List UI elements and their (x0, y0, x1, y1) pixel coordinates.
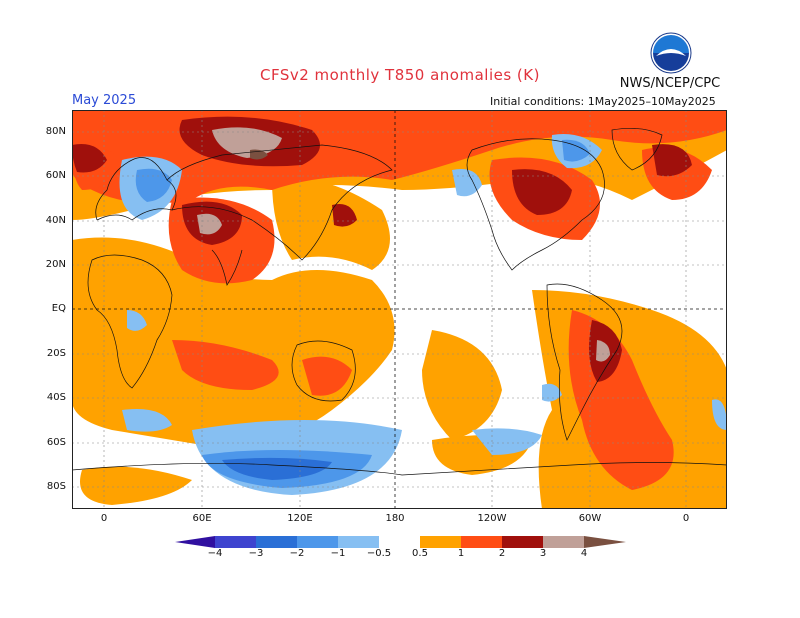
lat-label: 80N (45, 126, 66, 137)
colorbar-swatch (175, 536, 215, 548)
colorbar-swatch (584, 536, 626, 548)
colorbar-label: −3 (248, 548, 264, 559)
graticule (72, 110, 727, 509)
anomaly-band-neg2 (222, 457, 332, 480)
lon-label: 180 (385, 513, 405, 524)
colorbar-label: 1 (457, 548, 465, 559)
colorbar-label: 2 (498, 548, 506, 559)
lon-label: 60E (192, 513, 212, 524)
initial-conditions: Initial conditions: 1May2025–10May2025 (490, 95, 716, 108)
lat-label: 20N (45, 259, 66, 270)
map-frame (72, 110, 727, 509)
noaa-logo (650, 32, 692, 74)
colorbar-label: −2 (289, 548, 305, 559)
lon-label: 0 (682, 513, 690, 524)
lat-label: EQ (51, 303, 66, 314)
colorbar-label: −1 (330, 548, 346, 559)
lat-label: 20S (46, 348, 66, 359)
anomaly-band-3 (197, 127, 610, 362)
colorbar-swatch (379, 536, 420, 548)
colorbar-swatch (297, 536, 338, 548)
lat-label: 60S (46, 437, 66, 448)
colorbar-label: 0.5 (412, 548, 428, 559)
colorbar-swatch (502, 536, 543, 548)
lat-label: 40S (46, 392, 66, 403)
coastlines (72, 128, 727, 476)
forecast-month: May 2025 (72, 93, 137, 108)
lat-label: 60N (45, 170, 66, 181)
lon-label: 120W (477, 513, 507, 524)
anomaly-map (72, 110, 727, 509)
lon-label: 0 (100, 513, 108, 524)
colorbar-label: −4 (207, 548, 223, 559)
lat-label: 80S (46, 481, 66, 492)
lat-label: 40N (45, 215, 66, 226)
equator-dateline (72, 110, 727, 509)
colorbar (175, 536, 626, 548)
colorbar-swatch (338, 536, 379, 548)
lon-label: 60W (578, 513, 602, 524)
colorbar-swatch (420, 536, 461, 548)
colorbar-label: −0.5 (366, 548, 392, 559)
lon-label: 120E (287, 513, 313, 524)
map-title: CFSv2 monthly T850 anomalies (K) (260, 66, 540, 84)
agency-label: NWS/NCEP/CPC (619, 76, 721, 91)
colorbar-label: 4 (580, 548, 588, 559)
colorbar-swatch (461, 536, 502, 548)
colorbar-label: 3 (539, 548, 547, 559)
colorbar-swatch (543, 536, 584, 548)
colorbar-swatch (256, 536, 297, 548)
colorbar-swatch (215, 536, 256, 548)
